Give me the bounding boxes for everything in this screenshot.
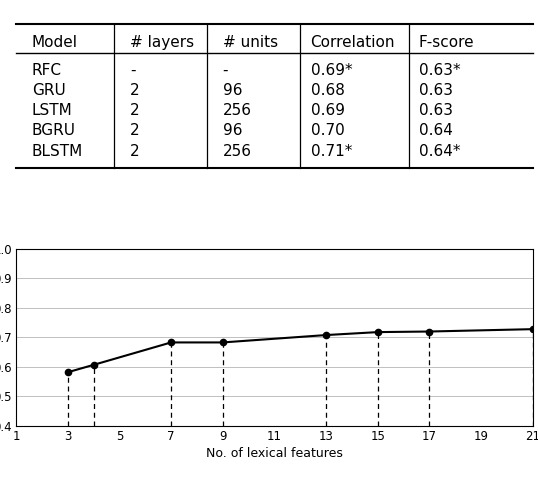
Text: 96: 96	[223, 123, 242, 138]
Text: 0.64: 0.64	[419, 123, 453, 138]
Text: Correlation: Correlation	[310, 35, 395, 50]
Text: 2: 2	[130, 103, 139, 118]
Text: -: -	[130, 63, 135, 78]
Text: BGRU: BGRU	[32, 123, 76, 138]
Text: F-score: F-score	[419, 35, 475, 50]
X-axis label: No. of lexical features: No. of lexical features	[206, 447, 343, 460]
Text: GRU: GRU	[32, 83, 66, 98]
Text: # units: # units	[223, 35, 278, 50]
Text: 0.69*: 0.69*	[310, 63, 352, 78]
Text: Model: Model	[32, 35, 77, 50]
Text: 0.64*: 0.64*	[419, 144, 461, 158]
Text: 0.63: 0.63	[419, 83, 453, 98]
Text: 0.70: 0.70	[310, 123, 344, 138]
Text: 256: 256	[223, 103, 252, 118]
Text: 2: 2	[130, 83, 139, 98]
Text: 0.69: 0.69	[310, 103, 344, 118]
Text: 256: 256	[223, 144, 252, 158]
Text: 0.63: 0.63	[419, 103, 453, 118]
Text: 96: 96	[223, 83, 242, 98]
Text: -: -	[223, 63, 228, 78]
Text: # layers: # layers	[130, 35, 194, 50]
Text: 0.63*: 0.63*	[419, 63, 461, 78]
Text: 0.71*: 0.71*	[310, 144, 352, 158]
Text: LSTM: LSTM	[32, 103, 73, 118]
Text: 2: 2	[130, 123, 139, 138]
Text: BLSTM: BLSTM	[32, 144, 83, 158]
Text: RFC: RFC	[32, 63, 62, 78]
Text: 0.68: 0.68	[310, 83, 344, 98]
Text: 2: 2	[130, 144, 139, 158]
